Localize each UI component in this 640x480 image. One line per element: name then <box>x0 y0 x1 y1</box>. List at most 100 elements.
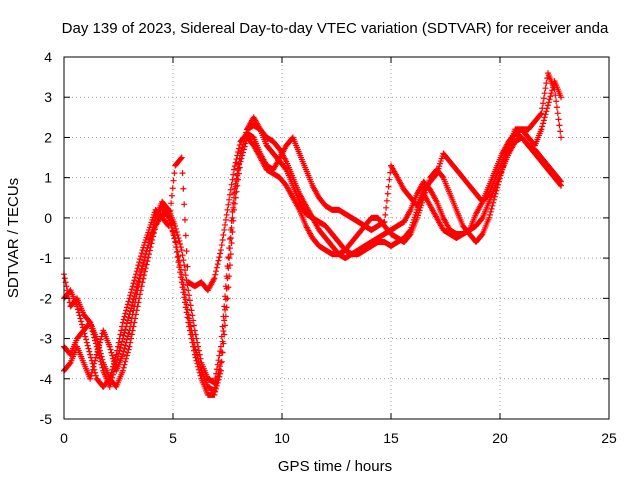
data-point <box>213 268 220 275</box>
data-point <box>110 360 117 367</box>
data-point <box>131 277 138 284</box>
data-point <box>124 301 131 308</box>
data-point <box>171 235 178 242</box>
data-point <box>383 204 390 211</box>
data-point <box>108 349 115 356</box>
data-point <box>220 328 227 335</box>
data-point <box>123 336 130 343</box>
data-point <box>232 194 239 201</box>
data-point <box>485 191 492 198</box>
data-point <box>140 260 147 267</box>
data-point <box>127 323 134 330</box>
x-tick-label: 10 <box>274 430 290 446</box>
series-track-4 <box>61 70 565 390</box>
data-point <box>142 265 149 272</box>
data-point <box>547 93 554 100</box>
data-point <box>554 110 561 117</box>
data-point <box>233 156 240 163</box>
data-point <box>134 265 141 272</box>
data-point <box>184 314 191 321</box>
data-point <box>128 331 135 338</box>
data-point <box>138 250 145 257</box>
data-point <box>144 258 151 265</box>
data-point <box>176 264 183 271</box>
data-point <box>194 360 201 367</box>
data-point <box>232 159 239 166</box>
data-point <box>187 331 194 338</box>
data-point <box>220 231 227 238</box>
data-point <box>165 210 172 217</box>
data-point <box>120 332 127 339</box>
data-point <box>215 376 222 383</box>
data-point <box>211 391 218 398</box>
data-point <box>121 345 128 352</box>
data-point <box>87 319 94 326</box>
data-point <box>122 342 129 349</box>
data-point <box>212 271 219 278</box>
data-point <box>498 169 505 176</box>
data-point <box>229 176 236 183</box>
data-point <box>179 252 186 259</box>
axis-ticks: 0 5 10 15 20 25 -5 -4 -3 -2 -1 0 1 2 3 4 <box>40 49 617 446</box>
data-point <box>225 201 232 208</box>
data-point <box>106 383 113 390</box>
data-point <box>177 155 184 162</box>
data-point <box>492 190 499 197</box>
data-point <box>190 317 197 324</box>
data-point <box>128 319 135 326</box>
data-point <box>119 319 126 326</box>
data-point <box>235 170 242 177</box>
data-point <box>213 382 220 389</box>
data-point <box>128 289 135 296</box>
data-point <box>87 322 94 329</box>
data-point <box>177 241 184 248</box>
data-point <box>217 250 224 257</box>
data-point <box>128 315 135 322</box>
data-point <box>122 326 129 333</box>
data-point <box>109 366 116 373</box>
data-point <box>540 117 547 124</box>
data-point <box>236 164 243 171</box>
data-point <box>176 238 183 245</box>
data-point <box>178 247 185 254</box>
data-point <box>114 343 121 350</box>
x-tick-label: 15 <box>383 430 399 446</box>
data-point <box>107 372 114 379</box>
data-point <box>121 313 128 320</box>
data-point <box>478 215 485 222</box>
data-point <box>81 330 88 337</box>
data-point <box>558 94 565 101</box>
data-point <box>130 280 137 287</box>
data-point <box>213 366 220 373</box>
data-point <box>496 175 503 182</box>
data-point <box>168 192 175 199</box>
data-point <box>548 90 555 97</box>
data-point <box>90 363 97 370</box>
data-point <box>175 253 182 260</box>
data-point <box>91 366 98 373</box>
data-point <box>236 141 243 148</box>
data-point <box>491 193 498 200</box>
data-point <box>117 331 124 338</box>
data-point <box>92 337 99 344</box>
data-point <box>235 149 242 156</box>
data-point <box>212 388 219 395</box>
data-point <box>123 307 130 314</box>
data-point <box>84 342 91 349</box>
data-point <box>111 357 118 364</box>
data-point <box>127 308 134 315</box>
data-point <box>113 351 120 358</box>
data-point <box>213 385 220 392</box>
data-point <box>228 240 235 247</box>
data-point <box>214 361 221 368</box>
data-point <box>172 239 179 246</box>
data-point <box>91 334 98 341</box>
data-point <box>432 171 439 178</box>
data-point <box>110 363 117 370</box>
data-point <box>83 339 90 346</box>
data-point <box>125 298 132 305</box>
data-point <box>197 372 204 379</box>
data-point <box>123 339 130 346</box>
data-point <box>66 360 73 367</box>
data-point <box>85 345 92 352</box>
